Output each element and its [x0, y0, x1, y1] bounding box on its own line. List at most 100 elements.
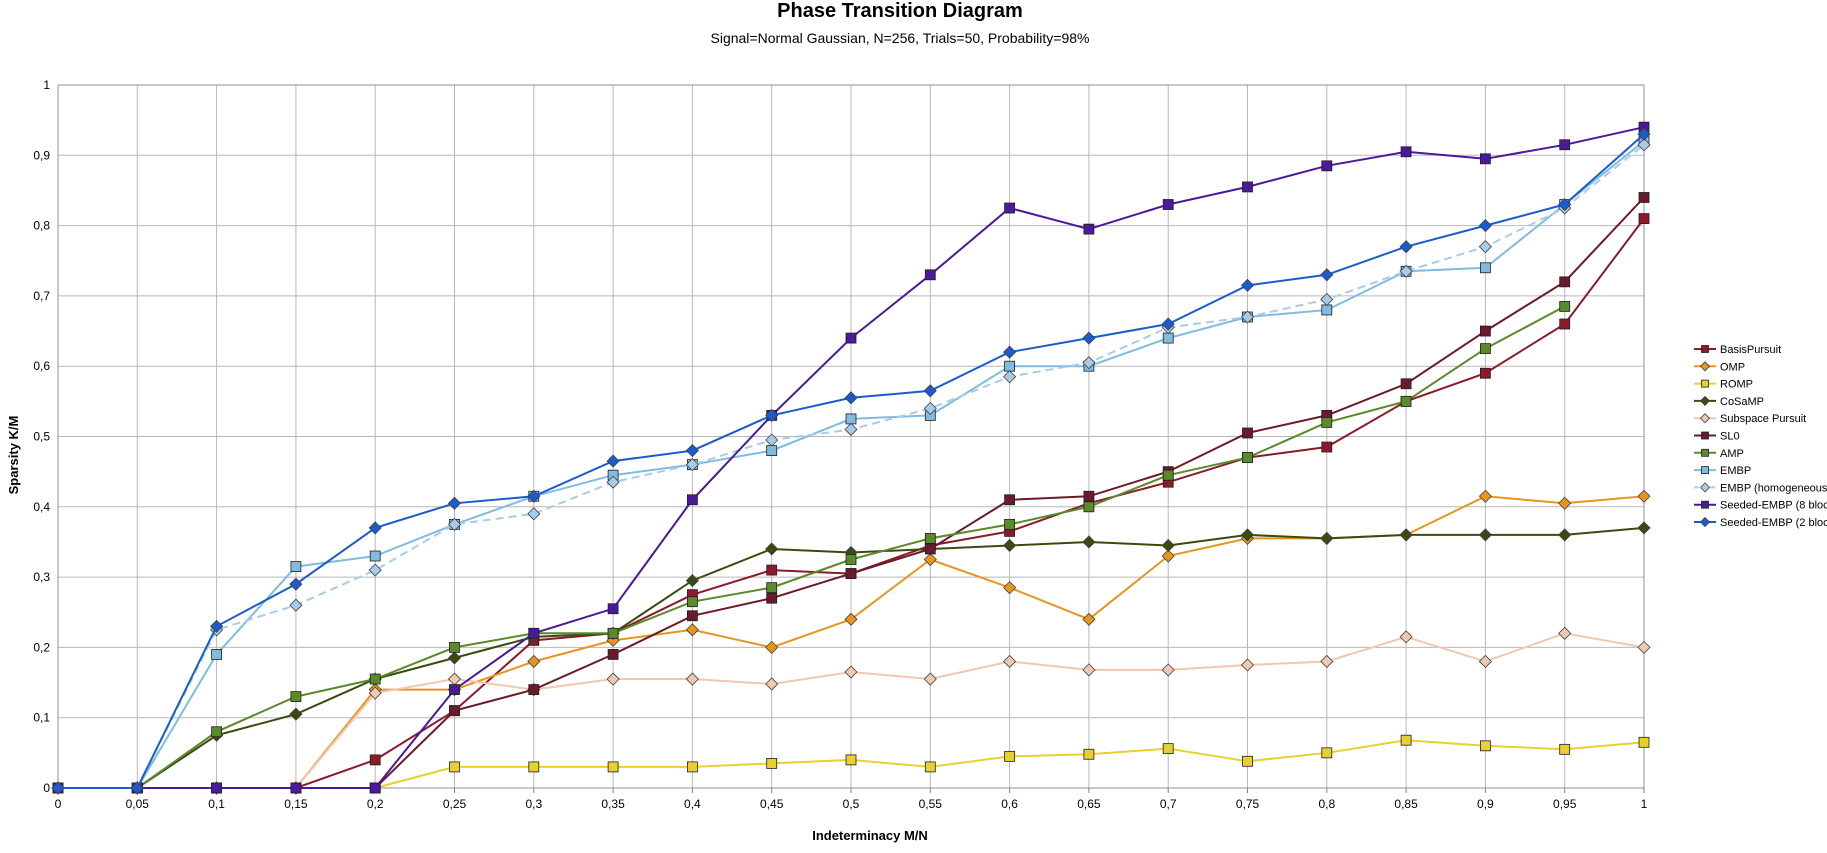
y-tick-label: 0,1 [33, 711, 50, 725]
data-point [1558, 197, 1572, 212]
data-point [1083, 748, 1095, 760]
data-point [1242, 755, 1253, 767]
data-point [289, 577, 303, 591]
data-point [766, 582, 778, 594]
data-point [290, 782, 302, 794]
data-point [1559, 139, 1571, 151]
series-line [58, 305, 1566, 789]
data-point [607, 649, 619, 660]
data-point [1004, 360, 1015, 372]
legend-marker [1701, 345, 1709, 353]
data-point [528, 684, 540, 695]
y-tick-label: 0,4 [33, 500, 50, 514]
legend-item: Subspace Pursuit [1694, 413, 1806, 425]
data-point [1320, 531, 1334, 546]
x-tick-label: 0,5 [843, 797, 860, 811]
x-tick-label: 0,95 [1553, 797, 1577, 811]
data-point [607, 761, 619, 773]
data-point [1637, 138, 1651, 152]
legend-item: OMP [1694, 361, 1745, 373]
data-point [449, 761, 460, 773]
y-axis-title: Sparsity K/M [6, 416, 21, 495]
data-point [845, 332, 857, 344]
data-point [1162, 199, 1174, 210]
data-point [766, 757, 778, 769]
data-point [289, 707, 303, 721]
data-point [844, 391, 858, 405]
data-point [369, 754, 381, 766]
data-point [1242, 427, 1253, 439]
data-point [765, 408, 779, 422]
data-point [1003, 345, 1017, 359]
data-point [607, 603, 619, 615]
data-point [369, 673, 381, 685]
data-point [607, 627, 619, 639]
data-point [211, 726, 223, 738]
data-point [1480, 367, 1491, 379]
data-point [1162, 469, 1174, 481]
legend-label: Subspace Pursuit [1720, 413, 1806, 425]
data-point [924, 533, 936, 544]
data-point [1004, 494, 1015, 506]
data-point [447, 651, 462, 665]
x-tick-label: 0,4 [684, 797, 701, 811]
data-point [1559, 276, 1571, 288]
data-point [290, 691, 302, 703]
data-point [765, 677, 779, 691]
data-point [1083, 223, 1095, 235]
data-point [1480, 153, 1491, 165]
data-point [923, 552, 937, 567]
data-point [211, 782, 223, 794]
data-point [845, 413, 857, 425]
data-point [449, 705, 460, 717]
data-point [1240, 658, 1255, 672]
data-point [1480, 325, 1491, 337]
data-point [1320, 654, 1334, 669]
y-tick-label: 1 [43, 78, 50, 92]
data-point [1558, 626, 1572, 640]
data-point [687, 761, 698, 773]
data-point [211, 649, 223, 660]
data-point [766, 564, 778, 576]
data-point [1400, 146, 1412, 158]
data-point [1321, 441, 1333, 453]
x-tick-label: 0,65 [1077, 797, 1101, 811]
series-cosamp [51, 521, 1651, 795]
x-tick-label: 0,8 [1318, 797, 1335, 811]
legend-marker [1699, 413, 1711, 424]
data-point [1637, 640, 1651, 654]
data-point [1399, 630, 1413, 644]
data-point [1480, 262, 1491, 274]
legend-label: BasisPursuit [1720, 344, 1781, 356]
data-point [606, 454, 620, 468]
data-point [685, 574, 699, 588]
x-tick-label: 0,6 [1001, 797, 1018, 811]
data-point [1400, 395, 1412, 407]
legend-marker [1699, 482, 1711, 493]
data-point [51, 781, 65, 795]
x-tick-label: 0,3 [525, 797, 542, 811]
data-point [1082, 535, 1096, 549]
x-tick-label: 0,9 [1477, 797, 1494, 811]
data-point [844, 612, 858, 626]
series-seeded-embp-2-blocks [51, 127, 1651, 795]
data-point [1400, 734, 1412, 746]
legend-item: AMP [1694, 448, 1744, 460]
data-point [1161, 663, 1175, 677]
data-point [1478, 489, 1492, 503]
data-point [687, 596, 698, 608]
data-point [1478, 654, 1492, 669]
data-point [765, 640, 779, 654]
data-point [527, 654, 541, 669]
y-tick-label: 0,2 [33, 640, 50, 654]
x-tick-label: 0,85 [1394, 797, 1418, 811]
data-point [685, 672, 699, 686]
legend-label: OMP [1720, 361, 1745, 373]
chart-subtitle: Signal=Normal Gaussian, N=256, Trials=50… [710, 30, 1090, 46]
data-point [1637, 489, 1651, 503]
data-point [844, 665, 858, 679]
data-point [606, 672, 620, 686]
data-point [1082, 356, 1096, 370]
legend-marker [1699, 361, 1711, 372]
